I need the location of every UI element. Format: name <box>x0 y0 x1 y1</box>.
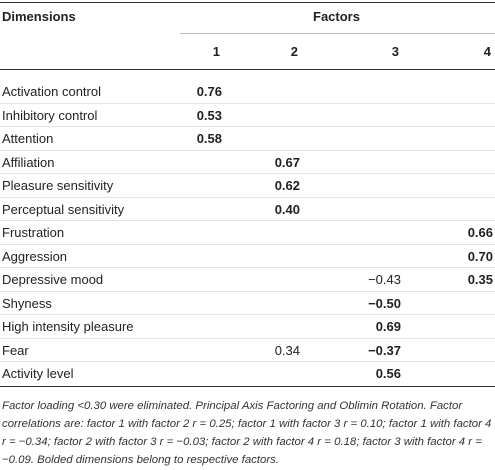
row-line <box>0 243 495 245</box>
row-line <box>0 314 495 315</box>
row-line <box>0 267 495 268</box>
row-line <box>0 196 495 198</box>
row-label: Activation control <box>2 84 101 99</box>
cell: −0.37 <box>368 342 401 358</box>
cell: 0.53 <box>196 107 222 123</box>
row-label: Attention <box>2 131 54 146</box>
row-label: Affiliation <box>2 154 55 170</box>
cell: 0.76 <box>196 84 222 99</box>
row-line <box>0 173 495 174</box>
column-header: 4 <box>483 44 491 59</box>
column-header: 1 <box>212 44 220 59</box>
row-line <box>0 337 495 339</box>
cell: 0.58 <box>196 131 222 146</box>
row-label: Shyness <box>2 295 52 311</box>
cell: −0.50 <box>368 295 401 311</box>
row-line <box>0 102 495 104</box>
cell: 0.56 <box>375 366 401 381</box>
header-cell: Dimensions <box>2 9 76 24</box>
row-label: High intensity pleasure <box>2 319 134 334</box>
cell: 0.66 <box>467 225 493 240</box>
column-header: 3 <box>391 44 399 59</box>
rule <box>0 69 495 70</box>
cell: 0.35 <box>467 272 493 287</box>
cell: 0.70 <box>467 248 493 264</box>
cell: 0.40 <box>274 201 300 217</box>
row-label: Inhibitory control <box>2 107 98 123</box>
row-line <box>0 126 495 127</box>
rule <box>0 385 495 387</box>
row-line <box>0 361 495 362</box>
row-label: Fear <box>2 342 29 358</box>
row-label: Aggression <box>2 248 68 264</box>
row-line <box>0 290 495 292</box>
rule <box>180 33 495 34</box>
cell: −0.43 <box>368 272 401 287</box>
row-label: Pleasure sensitivity <box>2 178 114 193</box>
column-header: 2 <box>290 44 298 59</box>
row-label: Activity level <box>2 366 74 381</box>
cell: 0.67 <box>274 154 300 170</box>
cell: 0.34 <box>274 342 300 358</box>
cell: 0.62 <box>274 178 300 193</box>
row-line <box>0 149 495 151</box>
header-cell: Factors <box>313 9 360 24</box>
footnote: Factor loading <0.30 were eliminated. Pr… <box>2 400 492 466</box>
row-line <box>0 220 495 221</box>
row-label: Perceptual sensitivity <box>2 201 125 217</box>
rule <box>0 2 495 3</box>
row-label: Frustration <box>2 225 65 240</box>
cell: 0.69 <box>375 319 401 334</box>
row-label: Depressive mood <box>2 272 104 287</box>
